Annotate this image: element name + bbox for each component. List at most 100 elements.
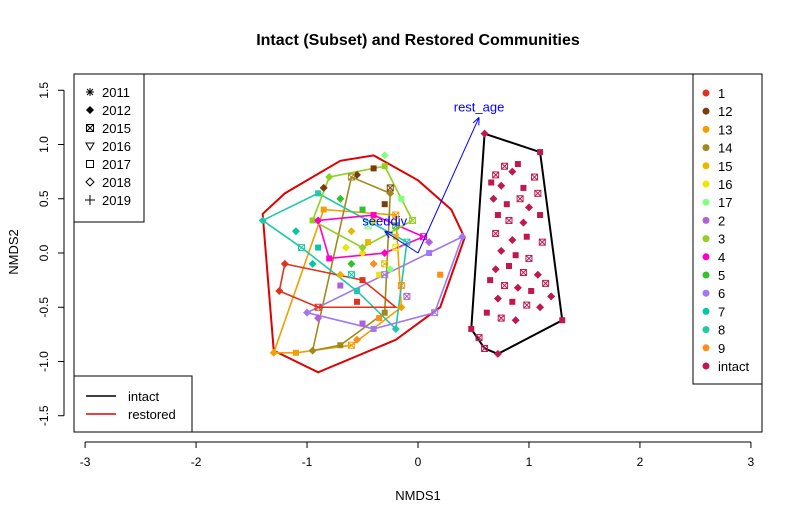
point-1 — [359, 277, 366, 284]
site-label: 7 — [718, 304, 725, 319]
point-intact-cross — [505, 217, 513, 224]
point-5-cross — [392, 222, 400, 230]
year-label: 2017 — [102, 157, 131, 172]
point-3 — [381, 163, 388, 170]
x-tick-label: -1 — [302, 455, 313, 469]
site-label: 3 — [718, 232, 725, 247]
point-15 — [347, 227, 356, 236]
point-2 — [425, 238, 434, 247]
point-intact — [519, 218, 528, 227]
hull-legend-label: intact — [128, 389, 159, 404]
vector-arrowhead — [472, 117, 480, 126]
point-4 — [314, 216, 323, 225]
point-intact-cross — [542, 280, 549, 287]
point-1 — [353, 298, 360, 305]
point-intact — [493, 349, 502, 358]
point-intact-cross — [525, 255, 533, 262]
point-intact-cross — [538, 238, 546, 246]
site-label: 15 — [718, 159, 732, 174]
point-8-cross — [298, 244, 305, 251]
year-symbol-2016 — [85, 142, 95, 152]
point-intact — [487, 277, 494, 284]
point-15 — [336, 270, 345, 279]
year-legend: 2011 2012 2015 2016 2017 2018 2019 — [73, 73, 145, 223]
point-intact — [520, 184, 527, 191]
point-3 — [408, 216, 416, 224]
y-tick-label: 0.5 — [37, 190, 51, 207]
year-symbol-cross — [86, 124, 94, 132]
year-symbol-2015 — [86, 124, 94, 132]
point-intact — [497, 246, 506, 255]
site-swatch-8 — [702, 326, 710, 334]
point-7 — [315, 244, 322, 251]
vector-rest_age — [417, 117, 480, 254]
point-15 — [392, 233, 399, 240]
point-8 — [391, 324, 400, 333]
point-2-cross — [403, 293, 411, 300]
hull-legend: intact restored — [73, 375, 193, 433]
y-tick-label: 1.5 — [37, 82, 51, 99]
point-intact — [537, 212, 544, 219]
point-16 — [376, 271, 383, 278]
year-symbol-2011 — [86, 88, 94, 96]
point-6 — [458, 232, 467, 241]
point-14 — [308, 346, 317, 355]
point-17 — [386, 265, 395, 274]
point-intact — [523, 233, 530, 240]
point-intact-cross — [492, 230, 500, 237]
point-8 — [403, 238, 411, 246]
point-3-cross — [409, 217, 416, 224]
x-tick-label: 0 — [415, 455, 422, 469]
point-9 — [437, 271, 444, 278]
point-4 — [326, 255, 333, 262]
y-tick-label: -0.5 — [37, 297, 51, 318]
point-8 — [297, 244, 305, 252]
site-swatch-6 — [702, 289, 710, 297]
point-intact — [519, 269, 527, 277]
point-12 — [319, 183, 328, 192]
site-swatch-14 — [702, 144, 710, 152]
point-2 — [314, 314, 323, 323]
point-intact — [475, 334, 483, 342]
x-tick-label: 1 — [526, 455, 533, 469]
point-15 — [381, 260, 389, 268]
year-label: 2016 — [102, 139, 131, 154]
point-intact-cross — [534, 189, 542, 197]
point-14 — [381, 309, 388, 316]
point-16 — [370, 217, 377, 224]
point-intact — [505, 263, 512, 270]
point-9 — [369, 259, 378, 268]
point-16 — [341, 243, 350, 252]
point-intact — [528, 287, 535, 294]
point-intact — [513, 283, 522, 292]
point-13 — [397, 303, 406, 312]
point-17 — [398, 195, 405, 202]
point-6 — [381, 271, 389, 279]
site-swatch-3 — [702, 235, 710, 243]
point-intact — [534, 189, 542, 197]
point-intact — [505, 216, 513, 224]
point-intact — [533, 270, 542, 279]
site-label: 1 — [718, 86, 725, 101]
site-swatch-12 — [702, 107, 710, 115]
x-tick-label: 2 — [637, 455, 644, 469]
point-7-cross — [348, 271, 355, 279]
point-4 — [370, 212, 377, 219]
point-9 — [397, 282, 405, 290]
point-17 — [364, 222, 372, 230]
point-16-cross — [392, 244, 400, 251]
point-intact — [531, 173, 539, 181]
year-symbol-2019 — [85, 195, 95, 205]
point-1 — [275, 286, 284, 295]
point-6 — [431, 309, 439, 317]
year-symbol-2017 — [86, 160, 94, 168]
point-13 — [347, 341, 355, 349]
point-5 — [336, 194, 345, 203]
point-intact-cross — [475, 334, 483, 341]
year-label: 2012 — [102, 103, 131, 118]
point-1-cross — [314, 303, 322, 311]
point-intact — [468, 325, 475, 332]
point-5 — [392, 222, 400, 230]
